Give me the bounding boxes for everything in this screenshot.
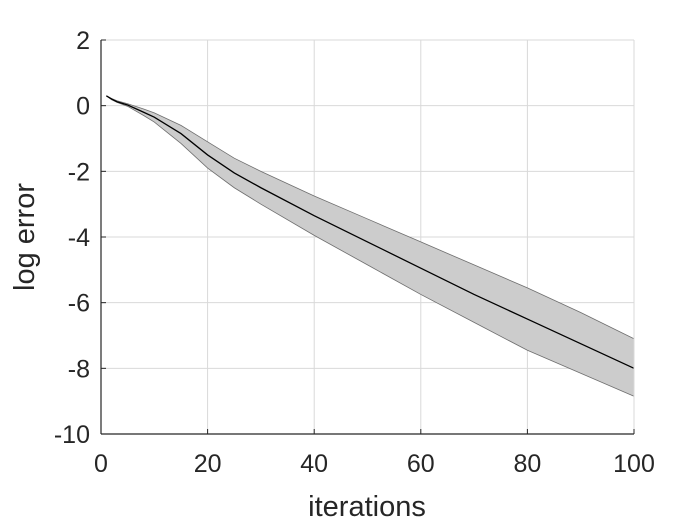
- x-tick-label: 20: [194, 450, 222, 478]
- y-tick-label: -4: [68, 224, 90, 252]
- series-layer: [105, 95, 635, 369]
- x-tick-label: 100: [613, 450, 655, 478]
- x-tick-label: 40: [300, 450, 328, 478]
- y-tick-label: 2: [76, 27, 90, 55]
- x-tick-label: 80: [513, 450, 541, 478]
- band-layer: [106, 95, 635, 397]
- x-axis-label: iterations: [308, 491, 426, 523]
- ticks: 0 20 40 60 80 100 -10 -8 -6 -4 -2 0 2: [54, 27, 655, 478]
- x-tick-label: 60: [407, 450, 435, 478]
- y-tick-label: -2: [68, 158, 90, 186]
- grid: [101, 40, 634, 434]
- y-tick-label: 0: [76, 93, 90, 121]
- y-tick-label: -6: [68, 290, 90, 318]
- y-tick-label: -10: [54, 421, 90, 449]
- series-line: [105, 95, 635, 369]
- y-axis-label: log error: [9, 183, 41, 291]
- x-tick-label: 0: [94, 450, 108, 478]
- confidence-band: [106, 95, 635, 397]
- y-tick-label: -8: [68, 355, 90, 383]
